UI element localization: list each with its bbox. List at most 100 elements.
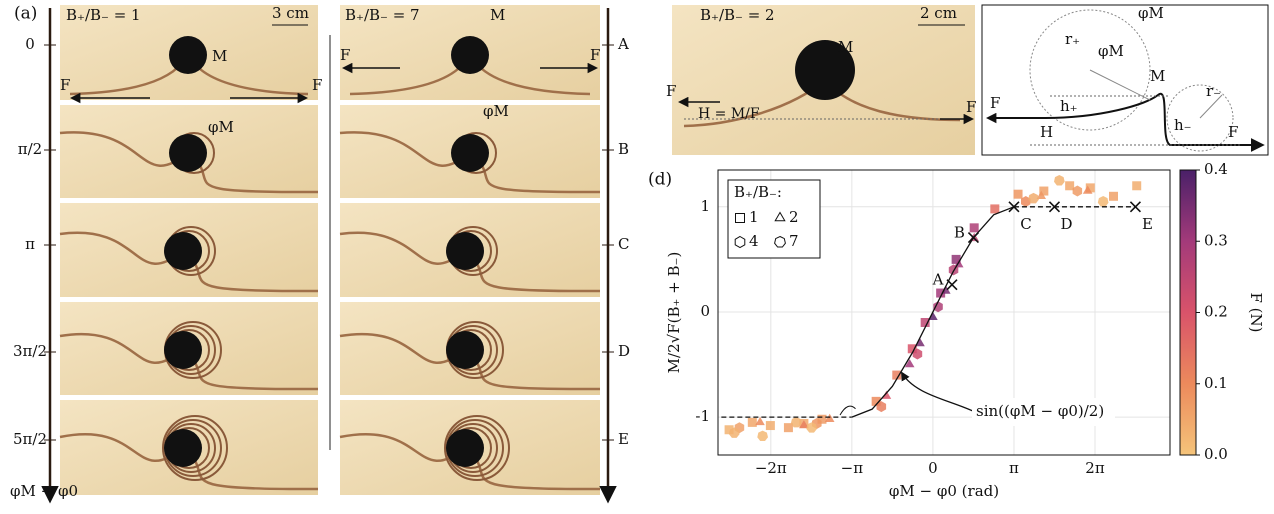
photo: [339, 302, 601, 395]
photo: [339, 203, 601, 297]
legend-marker: [774, 211, 786, 222]
photo: [60, 5, 318, 100]
label: h₋: [1174, 116, 1192, 134]
label: 0: [25, 35, 35, 53]
state-marker: [1129, 201, 1141, 213]
label: 5π/2: [13, 430, 47, 448]
point: [1054, 175, 1065, 186]
state-label: B: [954, 224, 965, 242]
point: [783, 423, 793, 433]
point: [1028, 192, 1039, 204]
point: [912, 348, 923, 360]
point: [747, 417, 757, 427]
x-tick-label: −2π: [755, 459, 787, 477]
point: [904, 359, 915, 368]
label: E: [618, 430, 629, 448]
annotation: sin((φM − φ0)/2): [976, 402, 1104, 420]
radius: [1089, 69, 1151, 101]
x-tick-label: 0: [928, 459, 938, 477]
y-tick-label: 1: [700, 197, 710, 215]
disc: [164, 429, 202, 467]
label: F: [666, 82, 676, 100]
label: (d): [648, 170, 672, 190]
state-marker: [967, 232, 980, 244]
point: [1072, 185, 1083, 197]
disc: [164, 331, 202, 369]
point: [1021, 196, 1031, 207]
point: [1085, 183, 1095, 193]
legend-entry: 4: [749, 232, 759, 250]
x-axis-label: φM − φ0 (rad): [889, 482, 999, 500]
state-label: D: [1060, 215, 1072, 233]
annotation-bg: [972, 398, 1115, 426]
legend-entry: 1: [749, 208, 759, 226]
label: C: [618, 235, 629, 253]
plot-frame: [717, 169, 1171, 456]
point: [892, 370, 902, 380]
rod: [990, 92, 1265, 152]
circle-minus: [1166, 84, 1234, 152]
label: φM: [1138, 4, 1164, 22]
point: [724, 425, 734, 435]
point: [915, 338, 925, 347]
point: [790, 416, 802, 428]
y-tick-label: -1: [695, 407, 710, 425]
point: [765, 421, 775, 431]
label: B₊/B₋ = 2: [700, 6, 775, 24]
legend-entry: 2: [789, 208, 799, 226]
label: M: [212, 47, 227, 65]
state-marker: [1008, 201, 1020, 213]
legend-marker: [774, 235, 786, 248]
label: H = M/F: [698, 106, 760, 122]
label: F: [966, 98, 976, 116]
colorbar-tick-label: 0.3: [1204, 231, 1228, 249]
label: φM: [483, 102, 509, 120]
point: [824, 413, 835, 422]
legend-box: [727, 179, 821, 259]
point: [817, 414, 827, 424]
x-tick-label: 2π: [1085, 459, 1105, 477]
point: [755, 416, 765, 426]
colorbar-tick-label: 0.2: [1204, 303, 1228, 321]
label: (a): [14, 4, 37, 24]
label: M: [490, 6, 505, 24]
state-label: A: [932, 271, 944, 289]
state-label: C: [1020, 215, 1031, 233]
point: [1013, 189, 1023, 199]
label: φM: [208, 118, 234, 136]
disc: [164, 232, 202, 270]
x-tick-label: −π: [841, 459, 864, 477]
annotation-arrow: [839, 405, 856, 416]
label: 3 cm: [272, 4, 309, 22]
colorbar-tick-label: 0.4: [1204, 160, 1228, 178]
label: F: [312, 76, 322, 94]
point: [907, 344, 917, 354]
radius: [1199, 94, 1223, 119]
y-axis-label: M/2√F(B₊ + B₋): [665, 252, 683, 374]
point: [1065, 181, 1075, 191]
label: F: [1228, 123, 1238, 141]
disc: [446, 429, 484, 467]
label: 2 cm: [920, 4, 957, 22]
point: [951, 254, 961, 264]
point: [969, 223, 979, 233]
point: [1082, 185, 1093, 194]
point: [806, 422, 817, 433]
point: [936, 288, 946, 298]
state-marker: [946, 279, 958, 291]
point: [990, 204, 1000, 214]
label: A: [617, 35, 629, 53]
photo: [339, 400, 601, 495]
label: B₊/B₋ = 7: [345, 6, 420, 24]
label: D: [618, 342, 630, 360]
circle-plus: [1029, 9, 1151, 131]
ribbon-loop: [444, 415, 510, 481]
label: F: [340, 46, 350, 64]
colorbar-tick-label: 0.1: [1204, 374, 1228, 392]
label: F: [590, 46, 600, 64]
label: M: [838, 38, 853, 56]
label: φM − φ0: [10, 482, 78, 500]
photo: [59, 203, 319, 297]
point: [1132, 181, 1142, 191]
